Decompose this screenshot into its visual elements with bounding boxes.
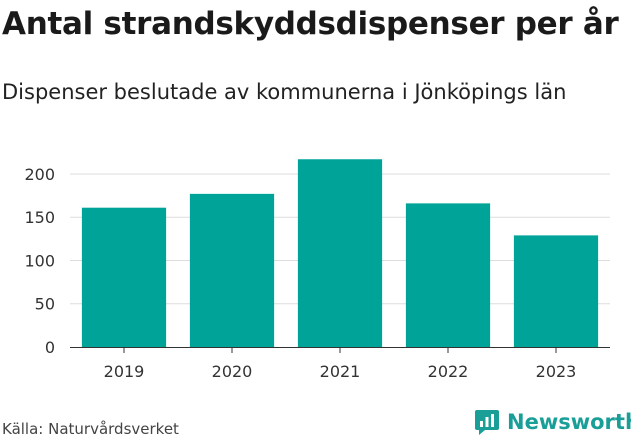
- bar-2020[interactable]: [189, 193, 275, 347]
- bars: [81, 159, 599, 347]
- brand-name: Newsworthy: [507, 410, 631, 434]
- x-tick-label: 2019: [104, 362, 145, 381]
- x-tick-label: 2021: [320, 362, 361, 381]
- x-tick-label: 2023: [536, 362, 577, 381]
- brand-logo: Newsworthy: [474, 405, 631, 439]
- bar-2023[interactable]: [513, 235, 599, 347]
- x-tick-label: 2020: [212, 362, 253, 381]
- newsworthy-logo-icon: [475, 410, 499, 435]
- y-tick-label: 150: [24, 208, 55, 227]
- bar-2021[interactable]: [297, 159, 383, 347]
- y-tick-label: 50: [35, 295, 55, 314]
- axes: 0 50 100 150 200 2019 2020 2021 2022 2023: [24, 165, 610, 381]
- y-tick-label: 200: [24, 165, 55, 184]
- y-tick-label: 0: [45, 338, 55, 357]
- bar-2022[interactable]: [405, 203, 491, 347]
- source-note: Källa: Naturvårdsverket: [2, 420, 179, 438]
- y-tick-label: 100: [24, 251, 55, 270]
- x-tick-label: 2022: [428, 362, 469, 381]
- chart-subtitle: Dispenser beslutade av kommunerna i Jönk…: [2, 80, 567, 104]
- bar-2019[interactable]: [81, 207, 167, 347]
- chart-title: Antal strandskyddsdispenser per år: [2, 6, 619, 42]
